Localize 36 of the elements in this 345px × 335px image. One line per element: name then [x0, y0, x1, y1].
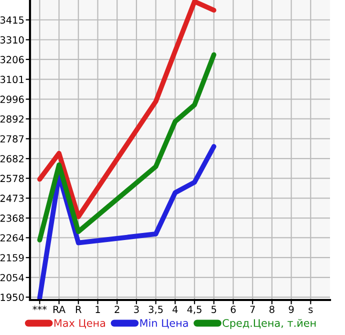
x-tick-label: 1 [96, 306, 100, 313]
y-tick-label: 1950 [0, 294, 24, 301]
y-tick-label: 2159 [0, 254, 24, 262]
x-tick-label: RA [53, 306, 66, 313]
y-tick-label: 3101 [0, 76, 24, 84]
x-tick-label: 3 [134, 306, 139, 314]
x-tick-label: s [308, 308, 313, 314]
x-tick-label: 7 [250, 306, 255, 313]
y-tick-label: 2682 [0, 155, 24, 162]
legend-label: Min Цена [140, 318, 188, 328]
x-tick-label: 5 [212, 306, 216, 314]
x-tick-label: 3,5 [148, 306, 163, 314]
y-tick-label: 3310 [0, 36, 24, 44]
y-tick-label: 2368 [0, 214, 24, 222]
y-tick-label: 2264 [0, 234, 24, 242]
x-tick-label: R [76, 306, 82, 313]
y-tick-label: 3415 [0, 16, 24, 24]
x-tick-label: 4 [172, 306, 178, 313]
x-tick-label: *** [32, 306, 47, 310]
y-tick-label: 2578 [0, 174, 24, 182]
y-tick-label: 2996 [0, 96, 24, 104]
x-tick-label: 6 [230, 306, 236, 314]
legend-label: Сред.Цена, т.йен [222, 318, 316, 329]
line-series [37, 52, 216, 242]
y-tick-label: 2892 [0, 115, 24, 123]
y-tick-label: 2473 [0, 194, 24, 202]
line-series [37, 144, 216, 300]
y-tick-label: 2054 [0, 274, 24, 282]
y-tick-label: 2787 [0, 135, 24, 143]
x-tick-label: 4,5 [187, 306, 202, 314]
x-tick-label: 9 [288, 306, 294, 314]
y-tick-label: 3206 [0, 56, 24, 64]
x-tick-label: 2 [114, 306, 120, 313]
x-tick-label: 8 [270, 306, 274, 314]
line-series [37, 0, 216, 220]
legend-label: Max Цена [54, 319, 106, 328]
